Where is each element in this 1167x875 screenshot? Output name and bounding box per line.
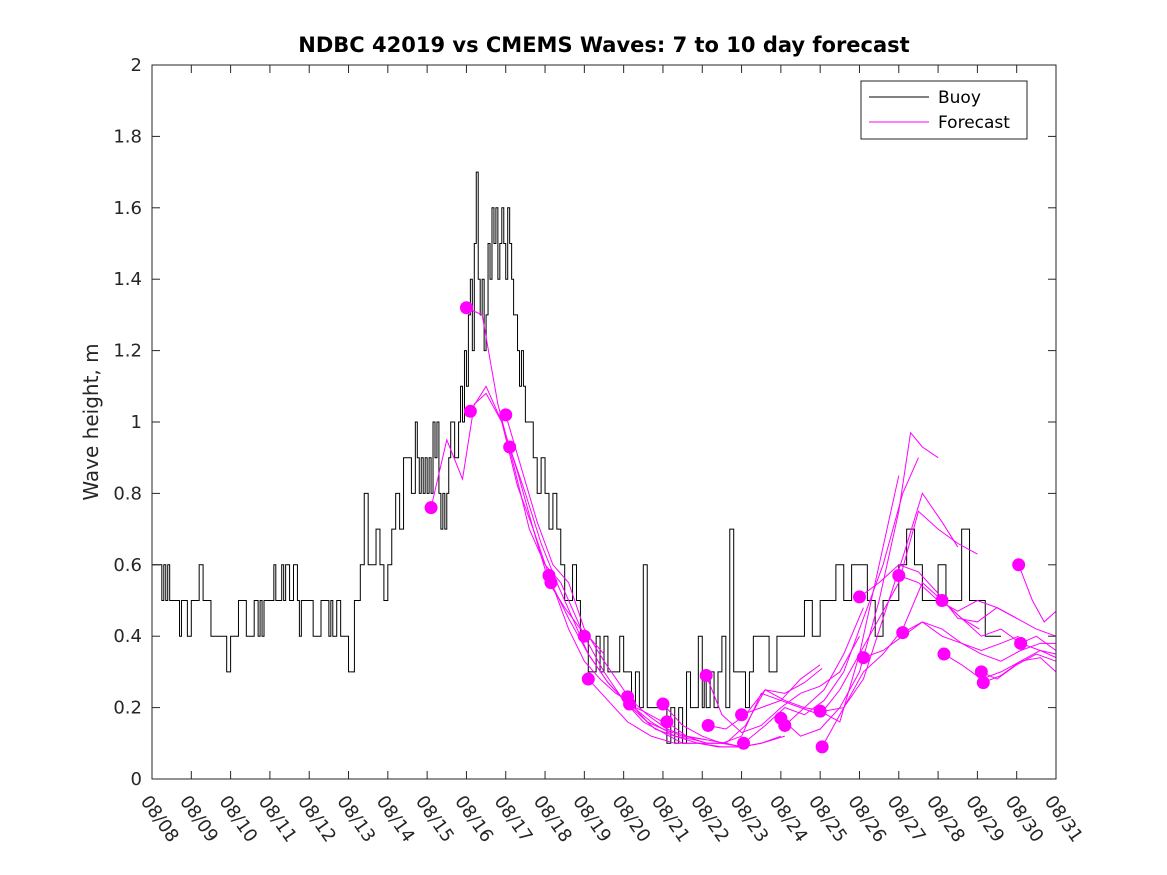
forecast-line-21 bbox=[859, 564, 1017, 623]
forecast-point bbox=[976, 676, 990, 690]
forecast-line-0 bbox=[430, 392, 550, 576]
legend-forecast-label: Forecast bbox=[938, 113, 1010, 133]
forecast-point bbox=[499, 408, 513, 422]
forecast-point bbox=[577, 629, 591, 643]
forecast-point bbox=[701, 718, 715, 732]
forecast-markers bbox=[424, 301, 1028, 754]
forecast-line-27 bbox=[981, 653, 1057, 680]
forecast-point bbox=[974, 665, 988, 679]
y-tick-label: 0.6 bbox=[113, 555, 142, 576]
forecast-line-26 bbox=[943, 653, 1057, 680]
forecast-line-3 bbox=[505, 414, 629, 698]
forecast-point bbox=[424, 501, 438, 515]
y-axis-label: Wave height, m bbox=[79, 343, 103, 500]
forecast-point bbox=[459, 301, 473, 315]
y-axis: 0 0.2 0.4 0.6 0.8 1 1.2 1.4 1.6 1.8 2 bbox=[113, 55, 1056, 790]
legend: Buoy Forecast bbox=[860, 80, 1028, 140]
y-tick-label: 1.8 bbox=[113, 126, 142, 147]
forecast-point bbox=[813, 704, 827, 718]
y-tick-label: 0.2 bbox=[113, 698, 142, 719]
forecast-line-29 bbox=[1018, 564, 1057, 623]
forecast-line-10 bbox=[629, 703, 785, 748]
forecast-line-28 bbox=[983, 649, 1057, 684]
forecast-point bbox=[937, 647, 951, 661]
y-tick-label: 0.4 bbox=[113, 626, 142, 647]
forecast-line-12 bbox=[666, 667, 823, 744]
forecast-line-14 bbox=[708, 607, 864, 730]
legend-buoy-label: Buoy bbox=[938, 88, 981, 108]
forecast-point bbox=[892, 569, 906, 583]
forecast-point bbox=[544, 576, 558, 590]
forecast-point bbox=[463, 404, 477, 418]
y-tick-label: 1.2 bbox=[113, 341, 142, 362]
forecast-point bbox=[656, 697, 670, 711]
buoy-line bbox=[152, 171, 1001, 744]
buoy-series bbox=[152, 171, 1001, 744]
y-tick-label: 0.8 bbox=[113, 483, 142, 504]
forecast-point bbox=[935, 594, 949, 607]
y-tick-label: 2 bbox=[131, 55, 142, 76]
forecast-point bbox=[699, 668, 713, 682]
chart-title: NDBC 42019 vs CMEMS Waves: 7 to 10 day f… bbox=[298, 33, 909, 57]
forecast-point bbox=[737, 736, 751, 750]
forecast-point bbox=[1012, 558, 1026, 572]
forecast-point bbox=[815, 740, 829, 754]
forecast-line-11 bbox=[662, 664, 821, 744]
forecast-line-8 bbox=[587, 678, 744, 748]
legend-box bbox=[860, 80, 1028, 140]
y-tick-label: 1.6 bbox=[113, 198, 142, 219]
forecast-point bbox=[735, 708, 749, 722]
forecast-point bbox=[778, 718, 792, 732]
forecast-line-13 bbox=[705, 635, 860, 734]
forecast-line-1 bbox=[466, 307, 585, 637]
forecast-point bbox=[503, 440, 517, 454]
forecast-point bbox=[623, 697, 637, 711]
forecast-point bbox=[1014, 636, 1028, 650]
forecast-line-24 bbox=[902, 621, 1056, 662]
forecast-point bbox=[896, 626, 910, 640]
y-tick-label: 1.4 bbox=[113, 269, 142, 290]
forecast-line-19 bbox=[819, 510, 978, 723]
forecast-point bbox=[581, 672, 595, 686]
forecast-line-22 bbox=[863, 621, 1019, 659]
y-tick-label: 0 bbox=[131, 769, 142, 790]
forecast-point bbox=[660, 715, 674, 729]
y-tick-label: 1 bbox=[131, 412, 142, 433]
forecast-point bbox=[852, 590, 866, 604]
forecast-line-23 bbox=[898, 575, 1057, 637]
forecast-point bbox=[856, 651, 870, 665]
